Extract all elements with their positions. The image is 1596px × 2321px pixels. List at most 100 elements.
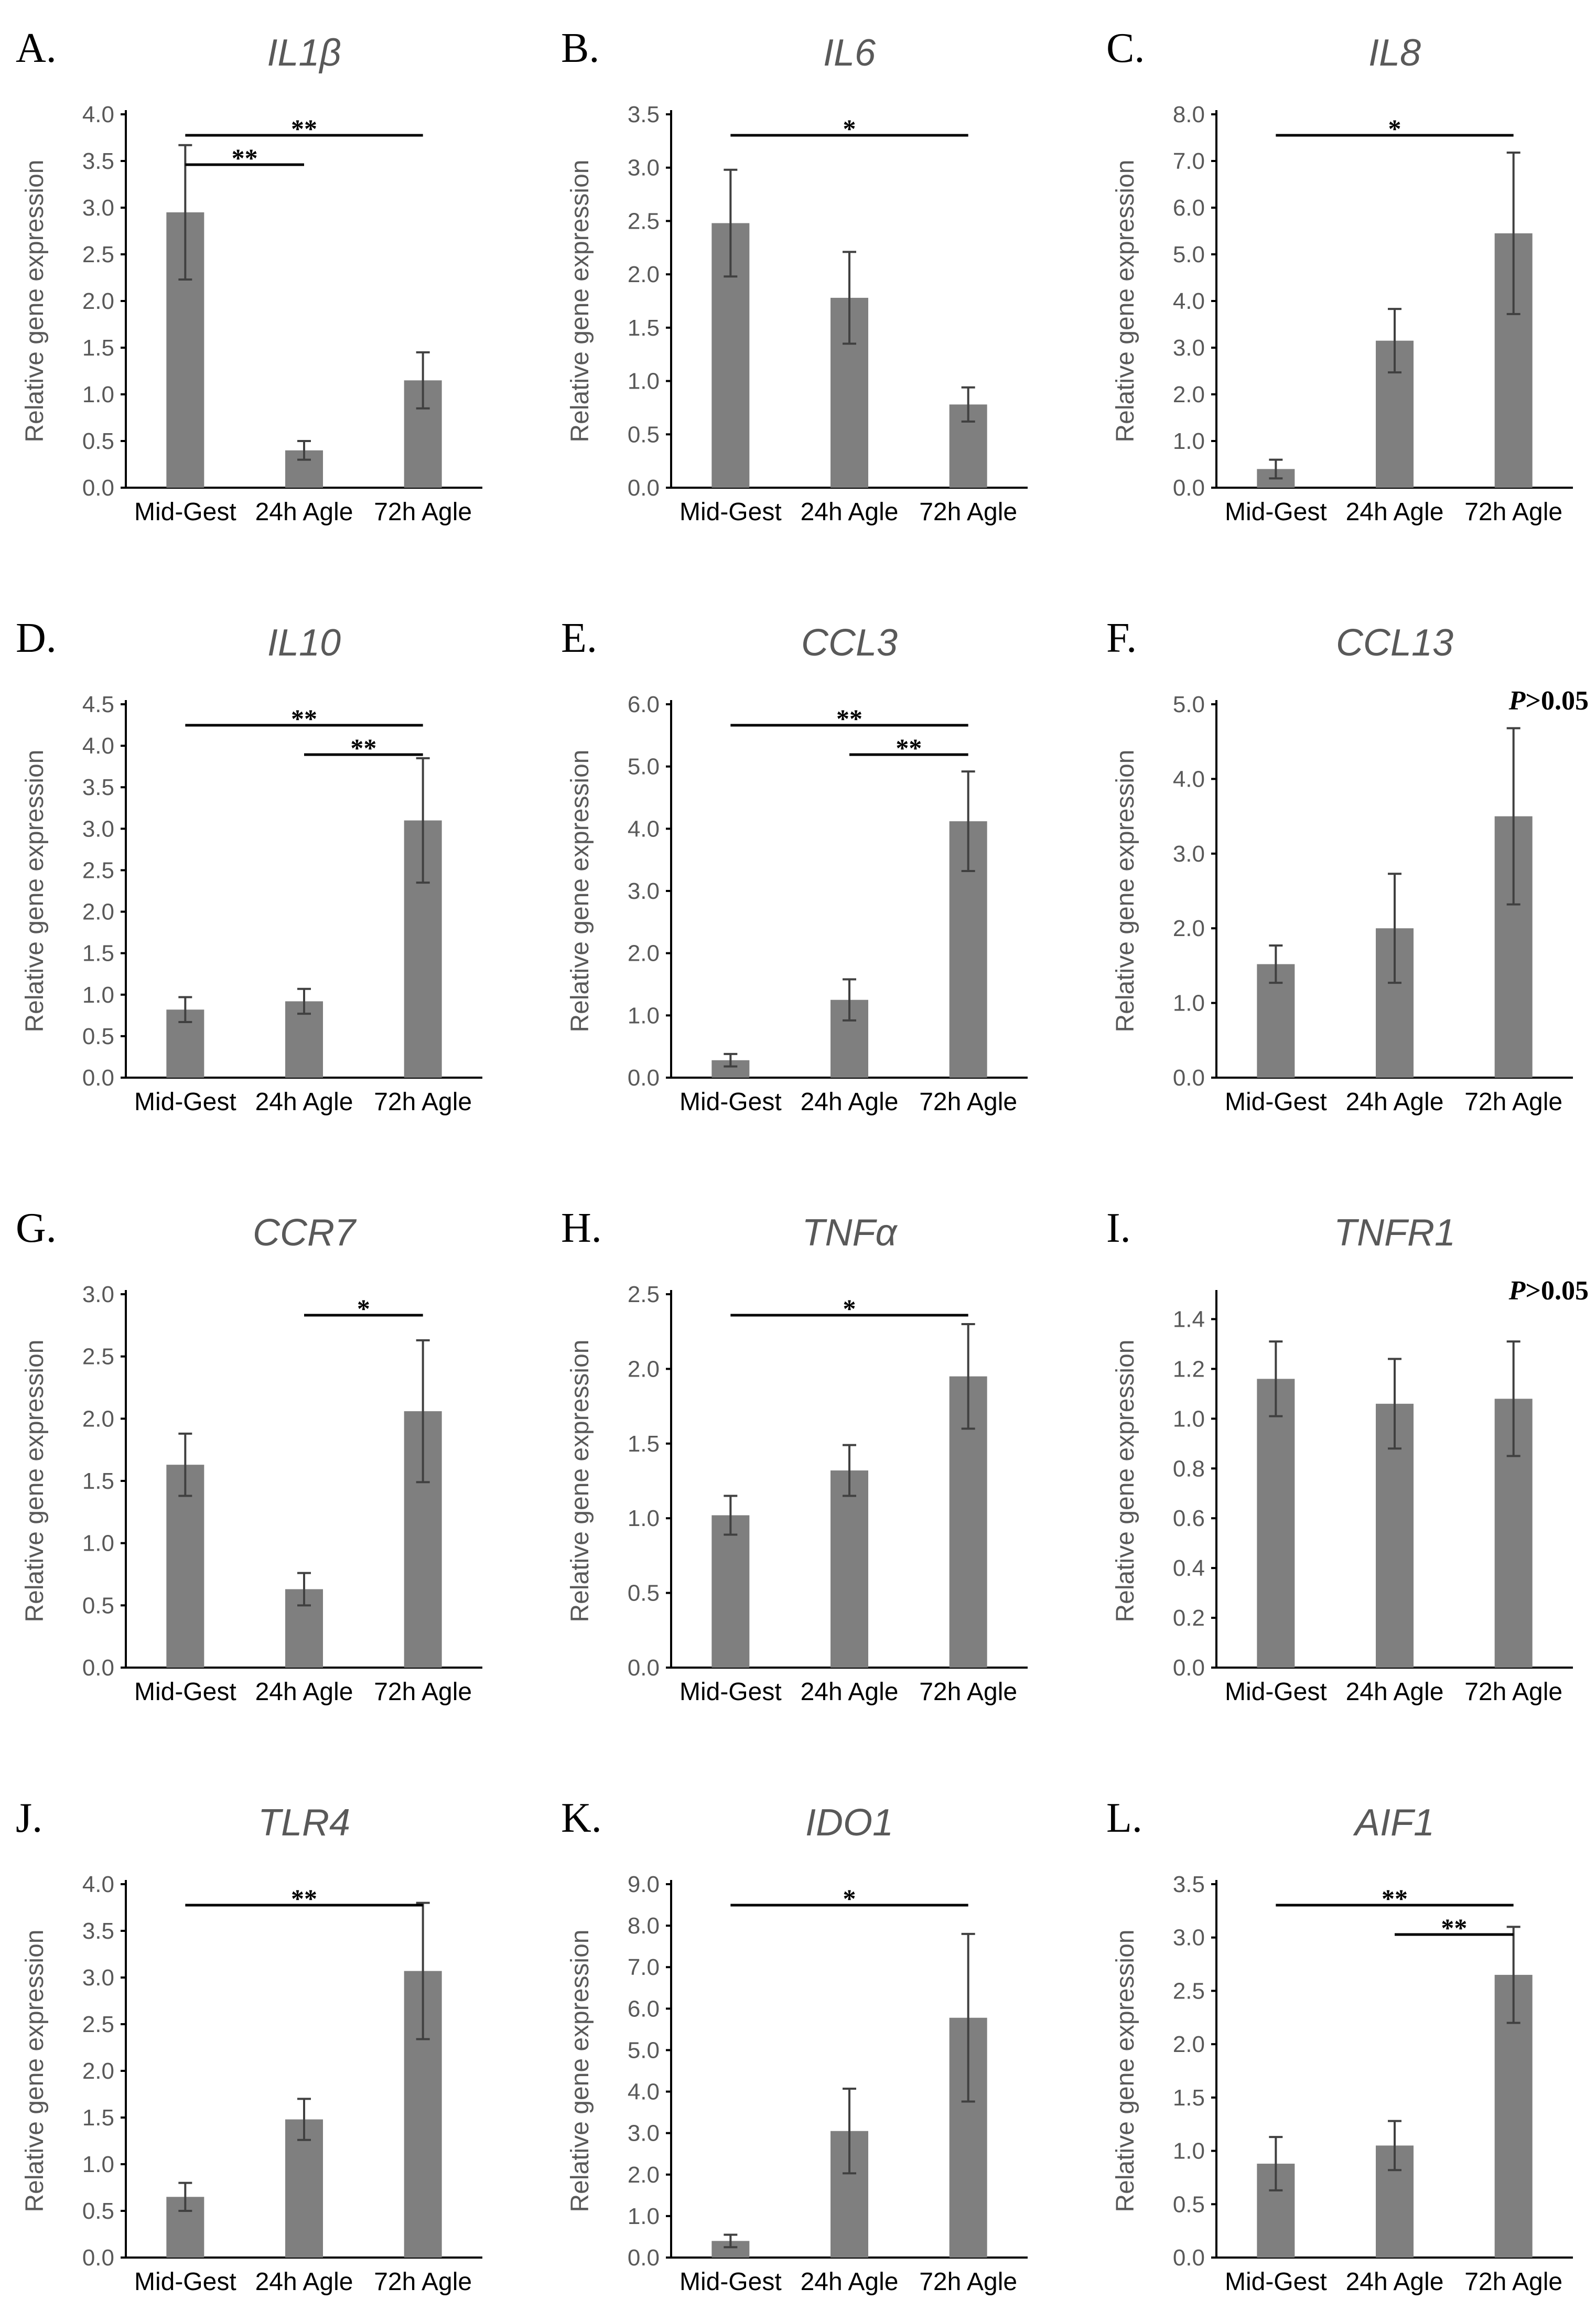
panel-title: IL10 xyxy=(267,622,341,664)
panel-title: CCR7 xyxy=(253,1212,357,1254)
y-axis-label: Relative gene expression xyxy=(1112,1340,1139,1622)
y-tick-label: 2.5 xyxy=(82,2012,114,2037)
y-tick-label: 2.5 xyxy=(628,1282,660,1307)
y-tick-label: 5.0 xyxy=(628,2037,660,2063)
category-label: Mid-Gest xyxy=(1225,498,1327,526)
significance-label: * xyxy=(1388,114,1401,143)
chart-panel-k: K. IDO1 Relative gene expression 0.0 1.0 2.0 3… xyxy=(561,1795,1028,2296)
y-tick-label: 0.5 xyxy=(628,422,660,447)
category-label: 72h Agle xyxy=(1464,1088,1562,1116)
y-tick-label: 1.0 xyxy=(628,369,660,394)
y-tick-label: 3.0 xyxy=(1173,335,1205,361)
bar xyxy=(166,1465,204,1668)
significance-label: ** xyxy=(896,733,922,762)
chart-panel-g: G. CCR7 Relative gene expression 0.0 0.5 1.0 1… xyxy=(16,1205,482,1706)
category-label: 72h Agle xyxy=(919,2268,1017,2296)
y-tick-label: 0.2 xyxy=(1173,1605,1205,1631)
significance-label: * xyxy=(357,1294,370,1323)
category-label: 24h Agle xyxy=(255,2268,353,2296)
y-tick-label: 2.0 xyxy=(628,2162,660,2188)
y-tick-label: 0.5 xyxy=(82,2198,114,2224)
y-axis-label: Relative gene expression xyxy=(566,160,594,443)
y-tick-label: 3.5 xyxy=(82,1918,114,1944)
category-label: Mid-Gest xyxy=(680,2268,782,2296)
significance-label: * xyxy=(843,1884,856,1913)
y-tick-label: 4.0 xyxy=(82,733,114,759)
y-tick-label: 2.5 xyxy=(82,1344,114,1370)
y-tick-label: 0.5 xyxy=(82,428,114,454)
chart-panel-c: C. IL8 Relative gene expression 0.0 1.0 2.0 3.… xyxy=(1106,25,1573,526)
category-label: Mid-Gest xyxy=(680,1678,782,1706)
y-tick-label: 2.0 xyxy=(82,2058,114,2084)
chart-panel-b: B. IL6 Relative gene expression 0.0 0.5 1.0 1.… xyxy=(561,25,1028,526)
y-tick-label: 1.0 xyxy=(1173,1406,1205,1432)
significance-label: ** xyxy=(1382,1884,1408,1913)
panel-title: IL1β xyxy=(267,32,341,74)
y-tick-label: 6.0 xyxy=(628,1996,660,2022)
y-tick-label: 0.0 xyxy=(628,2245,660,2271)
category-label: 24h Agle xyxy=(801,1088,899,1116)
category-label: Mid-Gest xyxy=(134,1678,236,1706)
y-tick-label: 6.0 xyxy=(1173,195,1205,221)
y-tick-label: 3.5 xyxy=(1173,1872,1205,1897)
y-tick-label: 8.0 xyxy=(1173,102,1205,127)
y-tick-label: 0.4 xyxy=(1173,1555,1205,1581)
chart-panel-d: D. IL10 Relative gene expression 0.0 0.5 1.0 1… xyxy=(16,615,482,1116)
bar xyxy=(711,1515,750,1668)
bar xyxy=(1257,1379,1295,1668)
y-tick-label: 0.6 xyxy=(1173,1506,1205,1531)
y-tick-label: 3.5 xyxy=(82,775,114,800)
y-tick-label: 0.0 xyxy=(1173,1655,1205,1681)
category-label: 72h Agle xyxy=(374,498,472,526)
y-tick-label: 1.0 xyxy=(1173,991,1205,1016)
panel-title: IL8 xyxy=(1368,32,1421,74)
y-tick-label: 1.5 xyxy=(82,1468,114,1494)
chart-panel-e: E. CCL3 Relative gene expression 0.0 1.0 2.0 3… xyxy=(561,615,1028,1116)
chart-panel-l: L. AIF1 Relative gene expression 0.0 0.5 1.0 1… xyxy=(1106,1795,1573,2296)
y-tick-label: 1.5 xyxy=(82,941,114,966)
significance-label: * xyxy=(843,1294,856,1323)
y-tick-label: 2.0 xyxy=(628,262,660,287)
category-label: 24h Agle xyxy=(255,1088,353,1116)
category-label: Mid-Gest xyxy=(1225,1088,1327,1116)
chart-panel-f: F. CCL13 Relative gene expression 0.0 1.0 2.0… xyxy=(1106,615,1589,1116)
y-tick-label: 0.5 xyxy=(82,1593,114,1618)
y-axis-label: Relative gene expression xyxy=(1112,1930,1139,2212)
significance-label: * xyxy=(843,114,856,143)
y-tick-label: 2.0 xyxy=(1173,2032,1205,2057)
significance-label: ** xyxy=(232,143,258,173)
y-tick-label: 0.0 xyxy=(1173,2245,1205,2271)
y-tick-label: 2.5 xyxy=(82,857,114,883)
category-label: 72h Agle xyxy=(919,498,1017,526)
significance-label: ** xyxy=(836,704,862,733)
y-tick-label: 7.0 xyxy=(628,1954,660,1980)
y-tick-label: 3.0 xyxy=(1173,841,1205,867)
category-label: Mid-Gest xyxy=(134,1088,236,1116)
y-axis-label: Relative gene expression xyxy=(566,1930,594,2212)
y-axis-label: Relative gene expression xyxy=(21,1930,49,2212)
y-tick-label: 0.0 xyxy=(82,1065,114,1091)
y-tick-label: 0.0 xyxy=(1173,475,1205,501)
y-tick-label: 3.0 xyxy=(82,816,114,842)
panel-letter: K. xyxy=(561,1795,602,1841)
significance-label: ** xyxy=(350,733,376,762)
y-tick-label: 0.0 xyxy=(82,2245,114,2271)
y-tick-label: 5.0 xyxy=(1173,242,1205,267)
y-tick-label: 2.0 xyxy=(1173,916,1205,941)
y-tick-label: 9.0 xyxy=(628,1872,660,1897)
p-value-threshold: >0.05 xyxy=(1525,686,1589,716)
panel-title: IL6 xyxy=(823,32,876,74)
category-label: 72h Agle xyxy=(1464,2268,1562,2296)
y-tick-label: 1.0 xyxy=(82,1531,114,1556)
y-axis-label: Relative gene expression xyxy=(566,1340,594,1622)
category-label: Mid-Gest xyxy=(1225,2268,1327,2296)
significance-label: ** xyxy=(1441,1913,1467,1942)
y-axis-label: Relative gene expression xyxy=(21,750,49,1033)
panel-letter: I. xyxy=(1106,1205,1131,1251)
panel-letter: C. xyxy=(1106,25,1145,71)
y-tick-label: 0.0 xyxy=(628,1065,660,1091)
category-label: Mid-Gest xyxy=(680,498,782,526)
y-tick-label: 3.0 xyxy=(628,2121,660,2146)
y-tick-label: 8.0 xyxy=(628,1913,660,1939)
category-label: 72h Agle xyxy=(374,1678,472,1706)
